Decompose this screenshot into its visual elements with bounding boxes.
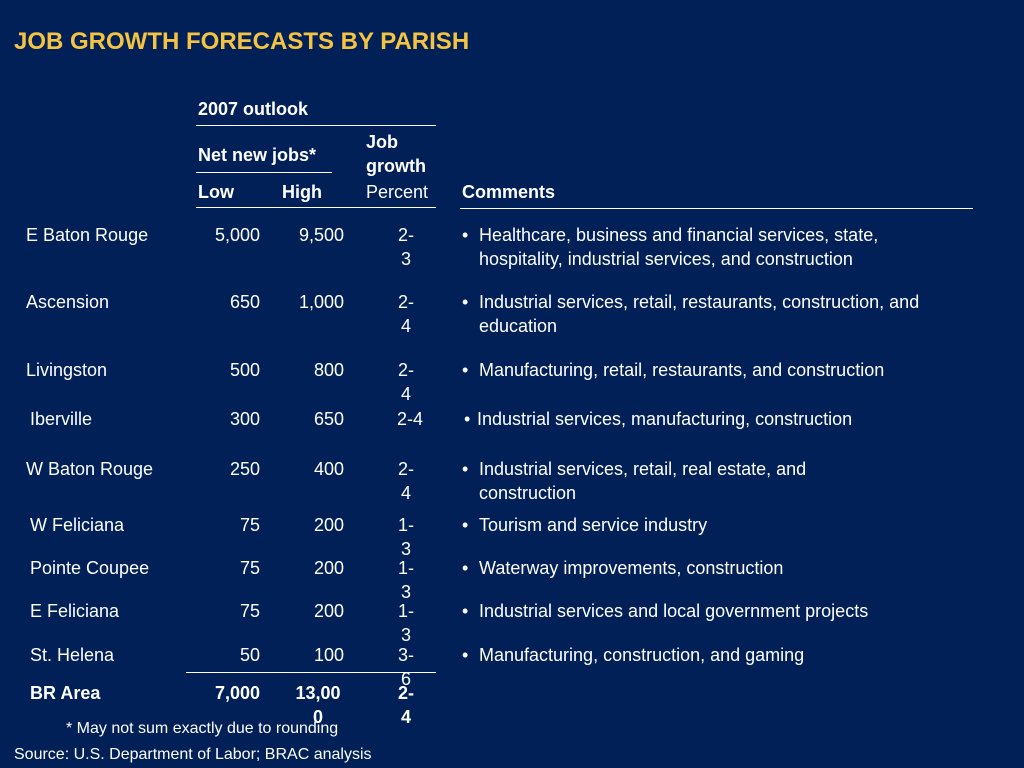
header-job-growth: Job growth bbox=[366, 132, 426, 176]
total-high: 13,000 bbox=[295, 683, 341, 727]
row-low: 300 bbox=[229, 409, 260, 429]
row-low: 75 bbox=[239, 558, 260, 578]
row-high: 800 bbox=[313, 360, 344, 380]
header-outlook: 2007 outlook bbox=[198, 99, 309, 119]
row-low: 250 bbox=[229, 459, 260, 479]
header-low: Low bbox=[198, 182, 234, 202]
row-high: 100 bbox=[313, 645, 344, 665]
page-title: JOB GROWTH FORECASTS BY PARISH bbox=[14, 28, 470, 55]
row-parish: W Baton Rouge bbox=[26, 459, 154, 479]
source-note: Source: U.S. Department of Labor; BRAC a… bbox=[14, 746, 372, 763]
header-rule-net-jobs bbox=[196, 172, 332, 173]
row-pct: 2-4 bbox=[397, 459, 414, 503]
row-parish: Livingston bbox=[26, 360, 108, 380]
row-high: 400 bbox=[313, 459, 344, 479]
bullet-icon: • bbox=[462, 360, 469, 380]
row-parish: E Baton Rouge bbox=[26, 225, 149, 245]
row-high: 200 bbox=[313, 601, 344, 621]
row-parish: W Feliciana bbox=[30, 515, 125, 535]
row-high: 1,000 bbox=[298, 292, 344, 312]
row-parish: Iberville bbox=[30, 409, 93, 429]
bullet-icon: • bbox=[462, 459, 469, 479]
row-high: 200 bbox=[313, 515, 344, 535]
footnote: * May not sum exactly due to rounding bbox=[66, 720, 339, 737]
row-low: 75 bbox=[239, 601, 260, 621]
header-high: High bbox=[282, 182, 322, 202]
header-comments: Comments bbox=[462, 182, 556, 202]
header-net-new-jobs: Net new jobs* bbox=[198, 145, 317, 165]
bullet-icon: • bbox=[462, 558, 469, 578]
bullet-icon: • bbox=[462, 225, 469, 245]
bullet-icon: • bbox=[462, 645, 469, 665]
total-pct: 2-4 bbox=[397, 683, 414, 727]
row-pct: 2-3 bbox=[397, 225, 414, 269]
total-parish: BR Area bbox=[30, 683, 101, 703]
bullet-icon: • bbox=[462, 292, 469, 312]
row-parish: St. Helena bbox=[30, 645, 115, 665]
bullet-icon: • bbox=[462, 515, 469, 535]
row-low: 50 bbox=[239, 645, 260, 665]
row-pct: 2-4 bbox=[397, 360, 414, 404]
row-high: 9,500 bbox=[298, 225, 344, 245]
bullet-icon: • bbox=[462, 601, 469, 621]
row-high: 650 bbox=[313, 409, 344, 429]
bullet-icon: • bbox=[464, 409, 471, 429]
row-low: 650 bbox=[229, 292, 260, 312]
row-low: 500 bbox=[229, 360, 260, 380]
row-low: 5,000 bbox=[214, 225, 260, 245]
total-low: 7,000 bbox=[214, 683, 260, 703]
header-percent: Percent bbox=[366, 182, 429, 202]
row-parish: E Feliciana bbox=[30, 601, 120, 621]
header-rule-outlook bbox=[196, 125, 436, 126]
row-pct: 1-3 bbox=[397, 515, 414, 559]
row-pct: 1-3 bbox=[397, 558, 414, 602]
header-rule-columns bbox=[196, 207, 436, 208]
row-pct: 3-6 bbox=[397, 645, 414, 689]
header-rule-comments bbox=[460, 208, 973, 209]
row-low: 75 bbox=[239, 515, 260, 535]
total-rule bbox=[186, 672, 436, 673]
row-pct: 1-3 bbox=[397, 601, 414, 645]
row-pct: 2-4 bbox=[397, 292, 414, 336]
row-pct: 2-4 bbox=[397, 409, 424, 429]
row-parish: Pointe Coupee bbox=[30, 558, 150, 578]
row-parish: Ascension bbox=[26, 292, 110, 312]
row-high: 200 bbox=[313, 558, 344, 578]
